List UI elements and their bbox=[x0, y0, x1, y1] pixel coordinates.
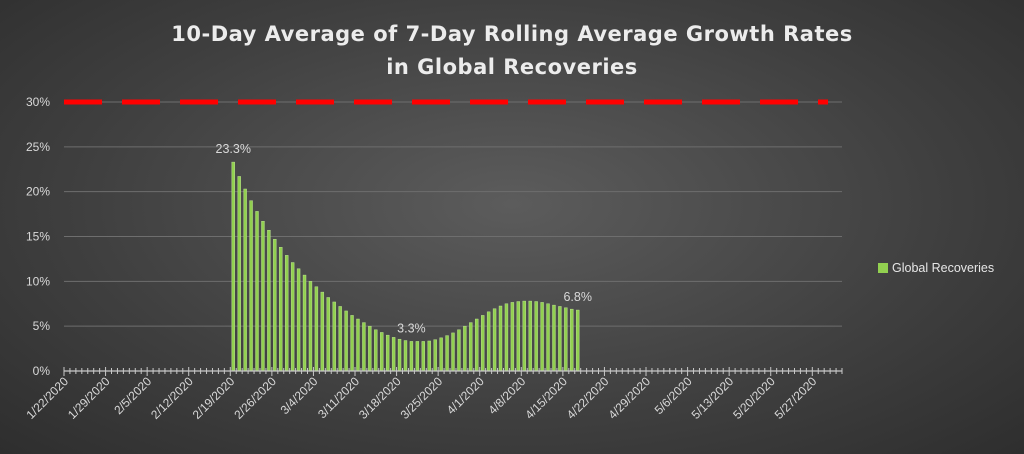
x-tick-label: 5/13/2020 bbox=[689, 374, 737, 422]
bar bbox=[546, 303, 550, 372]
data-label: 23.3% bbox=[216, 142, 251, 156]
x-tick-label: 2/12/2020 bbox=[148, 374, 196, 422]
x-tick-label: 2/19/2020 bbox=[190, 374, 238, 422]
bar bbox=[564, 307, 568, 372]
bar bbox=[356, 318, 360, 372]
bar bbox=[249, 200, 253, 372]
y-tick-label: 25% bbox=[26, 140, 50, 154]
bar bbox=[279, 247, 283, 372]
bar bbox=[481, 315, 485, 372]
bar bbox=[314, 286, 319, 372]
bar-series-global-recoveries bbox=[231, 161, 580, 372]
bar bbox=[385, 334, 390, 372]
bar bbox=[469, 322, 473, 372]
x-tick-label: 1/22/2020 bbox=[23, 374, 71, 422]
bar bbox=[445, 335, 449, 372]
bar bbox=[528, 300, 532, 372]
bar bbox=[510, 302, 515, 372]
x-tick-label: 4/8/2020 bbox=[485, 374, 528, 417]
bar bbox=[350, 315, 354, 372]
bar bbox=[261, 221, 265, 372]
data-labels: 23.3% 3.3% 6.8% bbox=[216, 142, 592, 335]
bar bbox=[397, 338, 402, 372]
bar bbox=[415, 341, 420, 372]
bar bbox=[308, 281, 313, 372]
bar bbox=[421, 341, 425, 372]
bar bbox=[403, 340, 408, 372]
x-tick-label: 2/26/2020 bbox=[231, 374, 279, 422]
bar bbox=[320, 291, 325, 372]
legend-label: Global Recoveries bbox=[892, 261, 994, 275]
bar bbox=[552, 304, 556, 372]
bar bbox=[409, 341, 414, 372]
bar bbox=[243, 188, 247, 372]
bar bbox=[439, 337, 443, 372]
bar bbox=[344, 310, 348, 372]
x-tick-label: 2/5/2020 bbox=[111, 374, 154, 417]
bar bbox=[558, 306, 562, 372]
bar bbox=[516, 301, 521, 372]
x-tick-label: 4/15/2020 bbox=[522, 374, 570, 422]
bar bbox=[380, 332, 384, 372]
bar bbox=[391, 337, 396, 372]
bar bbox=[570, 308, 574, 372]
bar bbox=[296, 268, 301, 372]
chart-subtitle: in Global Recoveries bbox=[386, 55, 638, 79]
bar bbox=[338, 306, 342, 372]
chart-title: 10-Day Average of 7-Day Rolling Average … bbox=[171, 22, 852, 46]
y-tick-label: 10% bbox=[26, 274, 50, 288]
x-tick-label: 4/1/2020 bbox=[444, 374, 487, 417]
x-tick-label: 3/18/2020 bbox=[356, 374, 404, 422]
legend-swatch bbox=[878, 263, 888, 273]
y-tick-label: 0% bbox=[33, 364, 51, 378]
y-tick-label: 5% bbox=[33, 319, 51, 333]
bar bbox=[326, 297, 330, 372]
data-label: 6.8% bbox=[563, 290, 592, 304]
x-tick-label: 3/25/2020 bbox=[398, 374, 446, 422]
bar bbox=[457, 329, 461, 372]
x-tick-label: 5/27/2020 bbox=[772, 374, 820, 422]
bar bbox=[332, 301, 336, 372]
x-tick-label: 3/11/2020 bbox=[315, 374, 362, 421]
bar bbox=[576, 309, 580, 372]
bar bbox=[255, 211, 259, 372]
x-tick-label: 1/29/2020 bbox=[65, 374, 113, 422]
bar bbox=[534, 301, 538, 372]
bar bbox=[498, 305, 503, 372]
bar bbox=[475, 318, 479, 372]
y-axis-ticks: 0% 5% 10% 15% 20% 25% 30% bbox=[26, 95, 50, 378]
bar bbox=[451, 332, 455, 372]
bar bbox=[433, 339, 437, 372]
bar bbox=[427, 340, 431, 372]
y-tick-label: 15% bbox=[26, 230, 50, 244]
x-axis: 1/22/20201/29/20202/5/20202/12/20202/19/… bbox=[23, 367, 843, 422]
bar bbox=[362, 322, 366, 372]
bar bbox=[267, 230, 271, 372]
bar bbox=[540, 302, 544, 372]
gridlines bbox=[64, 101, 842, 372]
bar bbox=[504, 303, 509, 372]
bar bbox=[374, 329, 378, 372]
bar bbox=[486, 311, 491, 372]
x-tick-label: 4/22/2020 bbox=[564, 374, 612, 422]
bar bbox=[231, 161, 235, 372]
x-tick-label: 5/6/2020 bbox=[652, 374, 695, 417]
legend: Global Recoveries bbox=[878, 261, 994, 275]
data-label: 3.3% bbox=[397, 321, 426, 335]
y-tick-label: 20% bbox=[26, 185, 50, 199]
bar bbox=[522, 300, 526, 372]
y-tick-label: 30% bbox=[26, 95, 50, 109]
bar bbox=[237, 176, 241, 372]
bar bbox=[285, 255, 289, 372]
bar bbox=[368, 325, 372, 372]
bar bbox=[302, 274, 307, 372]
bar bbox=[290, 262, 295, 372]
bar bbox=[463, 325, 467, 372]
x-tick-label: 4/29/2020 bbox=[605, 374, 653, 422]
x-tick-label: 5/20/2020 bbox=[730, 374, 778, 422]
x-tick-label: 3/4/2020 bbox=[278, 374, 321, 417]
bar bbox=[492, 308, 497, 372]
bar bbox=[273, 238, 277, 372]
